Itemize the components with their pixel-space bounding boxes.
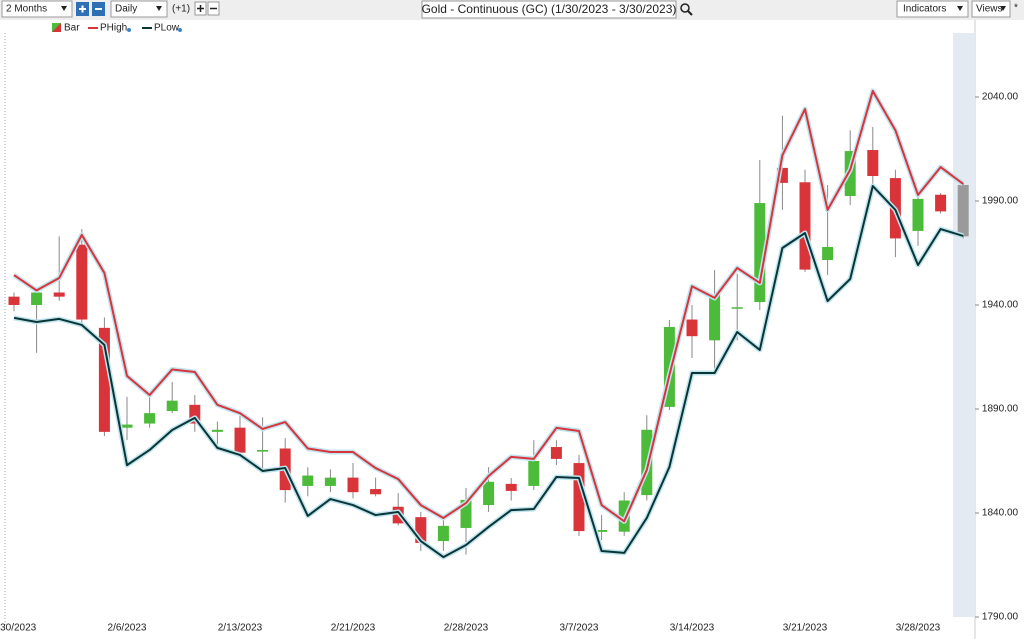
x-tick-label: 2/6/2023 xyxy=(108,623,147,634)
candle-body xyxy=(98,327,110,432)
candle-body xyxy=(53,292,65,297)
candle-body xyxy=(957,184,969,237)
candle-body xyxy=(189,404,201,424)
candle-body xyxy=(505,483,517,491)
legend-dot xyxy=(127,28,131,32)
legend-label: PLow xyxy=(154,23,180,34)
candle-body xyxy=(8,296,20,305)
y-tick-label: 2040.00 xyxy=(982,92,1019,103)
x-tick-label: 3/21/2023 xyxy=(783,623,828,634)
search-icon xyxy=(687,10,693,16)
candle-body xyxy=(799,182,811,270)
candle-body xyxy=(483,481,495,506)
candle-body xyxy=(121,424,133,428)
dropdown-arrow xyxy=(1000,6,1006,11)
legend-icon xyxy=(52,23,61,32)
y-tick-label: 1840.00 xyxy=(982,508,1019,519)
current-bar-band xyxy=(953,33,975,617)
y-tick-label: 1890.00 xyxy=(982,404,1019,415)
candle-body xyxy=(370,489,382,495)
button-icons xyxy=(197,5,217,12)
candle-body xyxy=(912,198,924,231)
candle-body xyxy=(686,319,698,337)
x-tick-label: 3/14/2023 xyxy=(670,623,715,634)
interval-text: Daily xyxy=(115,4,137,15)
candle-body xyxy=(234,427,246,453)
line-glow xyxy=(12,88,965,524)
candle-body xyxy=(731,307,743,309)
line-series xyxy=(13,89,964,523)
candle-body xyxy=(347,477,359,493)
line-series xyxy=(13,185,964,559)
button-icons xyxy=(79,5,102,13)
indicators-text: Indicators xyxy=(903,4,946,15)
x-tick-label: 2/13/2023 xyxy=(218,623,263,634)
x-tick-label: 3/7/2023 xyxy=(560,623,599,634)
candle-body xyxy=(754,203,766,303)
y-tick-label: 1790.00 xyxy=(982,612,1019,623)
candle-body xyxy=(324,477,336,486)
candle-body xyxy=(935,194,947,212)
candle-body xyxy=(573,463,585,532)
title-box xyxy=(421,0,677,19)
candle-body xyxy=(437,525,449,542)
candle-body xyxy=(867,150,879,177)
views-button[interactable] xyxy=(971,0,1011,18)
candle-body xyxy=(550,447,562,459)
legend-dot xyxy=(178,28,182,32)
candle-body xyxy=(415,517,427,543)
candle-body xyxy=(709,294,721,341)
x-tick-label: 3/28/2023 xyxy=(896,623,941,634)
views-text: Views xyxy=(976,4,1003,15)
legend-label: Bar xyxy=(64,23,80,34)
candle-body xyxy=(302,475,314,486)
dropdown-arrow xyxy=(61,6,67,11)
candle-body xyxy=(144,413,156,424)
candle-body xyxy=(211,429,223,432)
offset-text: (+1) xyxy=(172,4,190,15)
search-icon[interactable] xyxy=(680,3,690,13)
asterisk: * xyxy=(1014,3,1018,14)
y-tick-label: 1990.00 xyxy=(982,196,1019,207)
legend-label: PHigh xyxy=(100,23,127,34)
dropdown-arrow xyxy=(957,6,963,11)
indicators-button[interactable] xyxy=(896,0,969,18)
candle-body xyxy=(460,499,472,528)
y-tick-label: 1940.00 xyxy=(982,300,1019,311)
candle-body xyxy=(776,167,788,183)
candle-body xyxy=(596,530,608,532)
x-tick-label: 1/30/2023 xyxy=(0,623,37,634)
x-tick-label: 2/28/2023 xyxy=(444,623,489,634)
interval-select[interactable] xyxy=(110,0,168,18)
candle-body xyxy=(76,244,88,320)
candle-body xyxy=(166,400,178,412)
x-tick-label: 2/21/2023 xyxy=(331,623,376,634)
candle-body xyxy=(528,460,540,486)
chart-title: Gold - Continuous (GC) (1/30/2023 - 3/30… xyxy=(422,2,677,16)
range-text: 2 Months xyxy=(6,4,47,15)
candle-body xyxy=(31,292,43,305)
candle-body xyxy=(257,449,269,452)
dropdown-arrow xyxy=(156,6,162,11)
candle-body xyxy=(822,246,834,261)
range-select[interactable] xyxy=(1,0,73,18)
